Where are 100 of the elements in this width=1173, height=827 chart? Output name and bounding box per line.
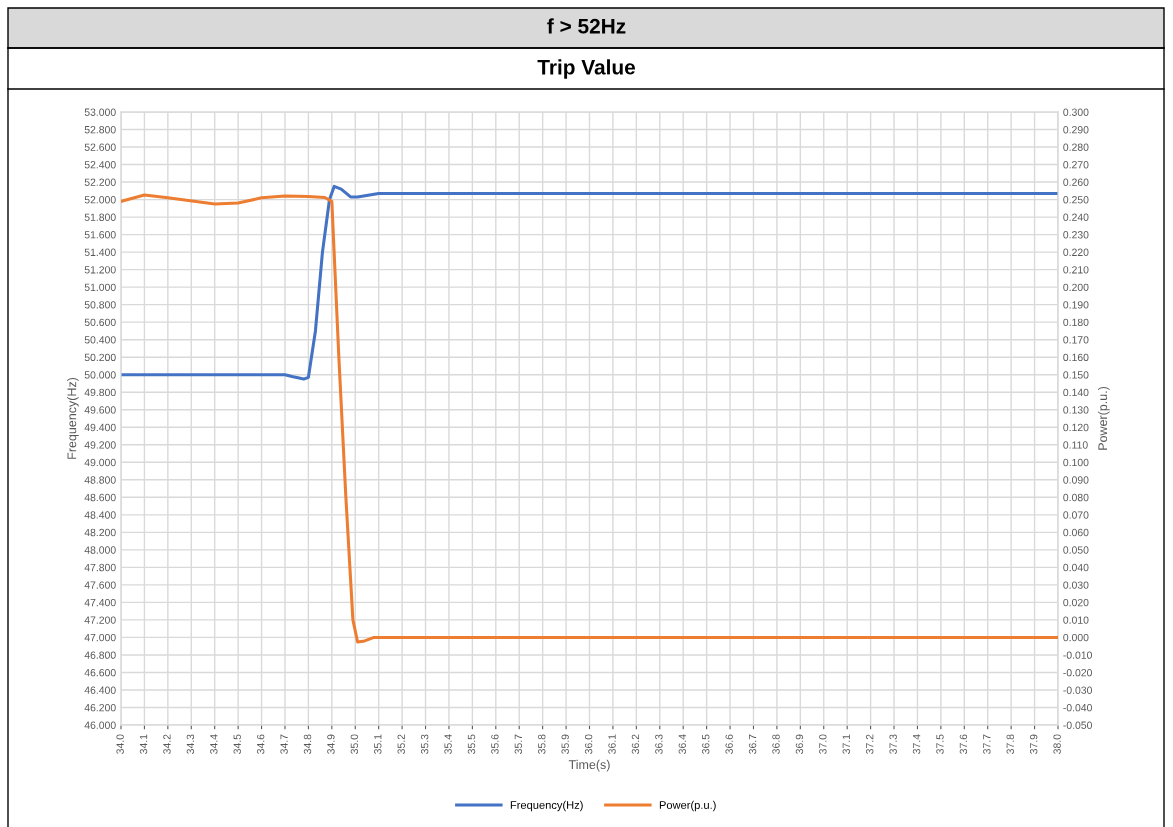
y2-tick-label: 0.160 bbox=[1063, 353, 1089, 362]
y2-tick-label: 0.130 bbox=[1063, 406, 1089, 414]
x-tick-label: 35.3 bbox=[420, 734, 429, 754]
y-tick-label: 50.000 bbox=[84, 371, 116, 379]
line-series bbox=[121, 184, 1058, 381]
y2-tick-label: 0.190 bbox=[1063, 301, 1089, 309]
x-tick-label: 35.9 bbox=[561, 734, 569, 754]
y-tick-label: 46.400 bbox=[84, 686, 116, 694]
y2-tick-label: 0.030 bbox=[1063, 581, 1089, 589]
x-tick-label: 36.0 bbox=[584, 734, 593, 754]
y-tick-label: 50.800 bbox=[84, 301, 116, 309]
x-tick-label: 37.1 bbox=[842, 734, 850, 754]
y2-tick-label: 0.010 bbox=[1063, 616, 1089, 624]
y-tick-label: 53.000 bbox=[84, 108, 116, 116]
y-tick-label: 48.000 bbox=[84, 546, 116, 554]
y2-tick-label: 0.000 bbox=[1063, 633, 1089, 642]
y-tick-label: 49.000 bbox=[84, 458, 116, 467]
y2-axis-title: Power(p.u.) bbox=[1097, 386, 1110, 450]
y2-tick-label: 0.300 bbox=[1063, 108, 1089, 116]
x-tick-label: 35.5 bbox=[467, 734, 476, 754]
y-tick-label: 49.600 bbox=[84, 406, 116, 414]
y-tick-label: 49.800 bbox=[84, 388, 116, 397]
y2-tick-label: 0.050 bbox=[1063, 546, 1089, 554]
x-tick-label: 34.0 bbox=[116, 734, 124, 754]
x-tick-label: 37.2 bbox=[866, 734, 874, 754]
x-tick-label: 34.7 bbox=[280, 734, 288, 754]
x-tick-label: 37.6 bbox=[959, 734, 968, 754]
x-tick-label: 37.4 bbox=[912, 734, 921, 754]
y2-tick-label: -0.050 bbox=[1063, 721, 1092, 729]
x-tick-label: 35.1 bbox=[374, 734, 382, 754]
x-tick-label: 34.9 bbox=[327, 734, 335, 754]
y2-tick-label: 0.180 bbox=[1063, 318, 1089, 327]
y2-tick-label: 0.070 bbox=[1063, 511, 1089, 519]
y-tick-label: 48.400 bbox=[84, 511, 116, 519]
x-tick-label: 36.3 bbox=[655, 734, 663, 754]
y-tick-label: 51.000 bbox=[84, 283, 116, 292]
y2-tick-label: 0.080 bbox=[1063, 493, 1089, 502]
x-tick-label: 34.5 bbox=[233, 734, 241, 754]
x-tick-label: 34.4 bbox=[210, 734, 218, 754]
x-tick-label: 36.8 bbox=[772, 734, 780, 754]
y2-tick-label: 0.110 bbox=[1063, 441, 1088, 449]
x-axis-title: Time(s) bbox=[568, 759, 610, 772]
y-tick-label: 46.600 bbox=[84, 668, 116, 677]
x-tick-label: 35.0 bbox=[350, 734, 359, 754]
y2-tick-label: 0.220 bbox=[1063, 248, 1089, 256]
x-tick-label: 37.3 bbox=[889, 734, 897, 754]
x-tick-label: 35.2 bbox=[397, 734, 405, 754]
x-tick-label: 37.7 bbox=[983, 734, 991, 754]
y-tick-label: 51.800 bbox=[84, 213, 116, 221]
x-tick-label: 35.8 bbox=[538, 734, 546, 754]
x-tick-label: 35.4 bbox=[444, 734, 452, 754]
y-tick-label: 48.200 bbox=[84, 528, 116, 537]
y2-tick-label: 0.270 bbox=[1063, 161, 1089, 169]
y-tick-label: 48.800 bbox=[84, 476, 116, 484]
y2-tick-label: 0.250 bbox=[1063, 196, 1089, 204]
y2-tick-label: 0.260 bbox=[1063, 178, 1089, 186]
y2-tick-label: 0.120 bbox=[1063, 423, 1089, 432]
legend-label: Frequency(Hz) bbox=[510, 800, 583, 812]
y2-tick-label: 0.020 bbox=[1063, 598, 1089, 607]
y-tick-label: 50.400 bbox=[84, 336, 116, 344]
x-tick-label: 37.8 bbox=[1006, 734, 1014, 754]
y-tick-label: 46.000 bbox=[84, 721, 116, 729]
x-tick-label: 37.9 bbox=[1029, 734, 1038, 754]
x-tick-label: 36.9 bbox=[795, 734, 804, 754]
y-tick-label: 49.200 bbox=[84, 441, 116, 449]
y-tick-label: 50.200 bbox=[84, 353, 116, 362]
x-tick-label: 35.7 bbox=[514, 734, 523, 754]
y2-tick-label: 0.210 bbox=[1063, 266, 1089, 274]
chart-title: f > 52Hz bbox=[547, 18, 626, 34]
x-tick-label: 37.0 bbox=[819, 734, 827, 754]
y2-tick-label: 0.290 bbox=[1063, 126, 1089, 134]
y-tick-label: 47.400 bbox=[84, 598, 116, 607]
x-tick-label: 34.8 bbox=[303, 734, 312, 754]
y2-tick-label: 0.230 bbox=[1063, 231, 1089, 239]
y2-tick-label: 0.100 bbox=[1063, 458, 1089, 467]
x-tick-label: 36.7 bbox=[748, 734, 757, 754]
y2-tick-label: -0.020 bbox=[1063, 668, 1092, 677]
y-tick-label: 51.400 bbox=[84, 248, 116, 256]
x-tick-label: 35.6 bbox=[491, 734, 499, 754]
y2-tick-label: 0.240 bbox=[1063, 213, 1089, 221]
y-tick-label: 47.200 bbox=[84, 616, 116, 624]
y2-tick-label: 0.060 bbox=[1063, 528, 1089, 537]
x-tick-label: 37.5 bbox=[936, 734, 944, 754]
y2-tick-label: -0.010 bbox=[1063, 651, 1092, 659]
x-tick-label: 36.2 bbox=[631, 734, 640, 754]
y2-tick-label: -0.030 bbox=[1063, 686, 1092, 694]
y-tick-label: 52.400 bbox=[84, 161, 116, 169]
x-tick-label: 34.6 bbox=[256, 734, 265, 754]
y2-tick-label: 0.150 bbox=[1063, 371, 1089, 379]
y-tick-label: 51.600 bbox=[84, 231, 116, 239]
x-tick-label: 34.1 bbox=[139, 734, 148, 754]
x-tick-label: 34.3 bbox=[186, 734, 195, 754]
legend-label: Power(p.u.) bbox=[659, 800, 716, 812]
y-tick-label: 46.800 bbox=[84, 651, 116, 659]
y-tick-label: 52.000 bbox=[84, 196, 116, 204]
chart-subtitle: Trip Value bbox=[537, 59, 636, 79]
y-tick-label: 51.200 bbox=[84, 266, 116, 274]
y-tick-label: 47.000 bbox=[84, 633, 116, 642]
x-tick-label: 38.0 bbox=[1053, 734, 1061, 754]
y2-tick-label: 0.140 bbox=[1063, 388, 1089, 397]
